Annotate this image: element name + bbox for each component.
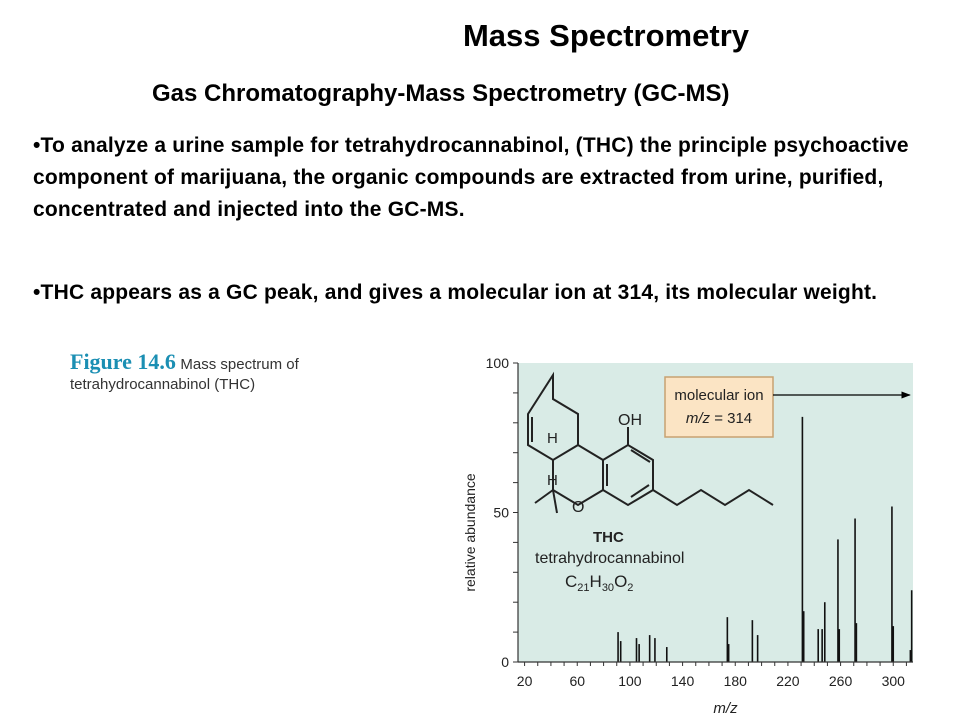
x-tick-label: 60: [569, 673, 585, 689]
slide-title: Mass Spectrometry: [462, 18, 749, 53]
y-axis-label: relative abundance: [462, 473, 478, 592]
molecule-formula: C21H30O2: [565, 572, 633, 594]
y-tick-label: 100: [486, 355, 510, 371]
slide-subtitle: Gas Chromatography-Mass Spectrometry (GC…: [152, 80, 730, 107]
x-axis-label: m/z: [713, 700, 738, 717]
x-tick-label: 220: [776, 673, 800, 689]
callout-line1: molecular ion: [674, 387, 763, 404]
figure-caption-line: Mass spectrum of: [180, 356, 299, 373]
bullet-point: •THC appears as a GC peak, and gives a m…: [33, 281, 878, 304]
oh-label: OH: [618, 412, 642, 429]
hydrogen-label: H: [547, 430, 558, 447]
x-tick-label: 20: [517, 673, 533, 689]
mass-spectrum-chart: 0 50 100 20 60 100 140 180 220 260 300 OH O H H TH…: [462, 355, 913, 717]
figure-caption: Figure 14.6 Mass spectrum of tetrahydroc…: [70, 349, 299, 395]
figure-caption-line: tetrahydrocannabinol (THC): [70, 376, 256, 393]
molecular-ion-callout: molecular ion m/z = 314: [664, 376, 911, 438]
x-tick-label: 180: [724, 673, 748, 689]
molecule-abbrev: THC: [593, 529, 624, 546]
x-tick-label: 260: [829, 673, 853, 689]
hydrogen-label: H: [547, 472, 558, 489]
ring-oxygen-label: O: [572, 499, 584, 516]
callout-line2: m/z = 314: [686, 410, 752, 427]
x-tick-label: 140: [671, 673, 695, 689]
y-tick-label: 0: [501, 654, 509, 670]
bullet-point: •To analyze a urine sample for tetrahydr…: [33, 134, 909, 221]
molecule-name: tetrahydrocannabinol: [535, 550, 684, 567]
x-tick-label: 300: [882, 673, 906, 689]
figure-number: Figure 14.6: [70, 349, 176, 374]
x-tick-label: 100: [618, 673, 642, 689]
thc-structure: [527, 371, 774, 514]
y-tick-label: 50: [493, 505, 509, 521]
